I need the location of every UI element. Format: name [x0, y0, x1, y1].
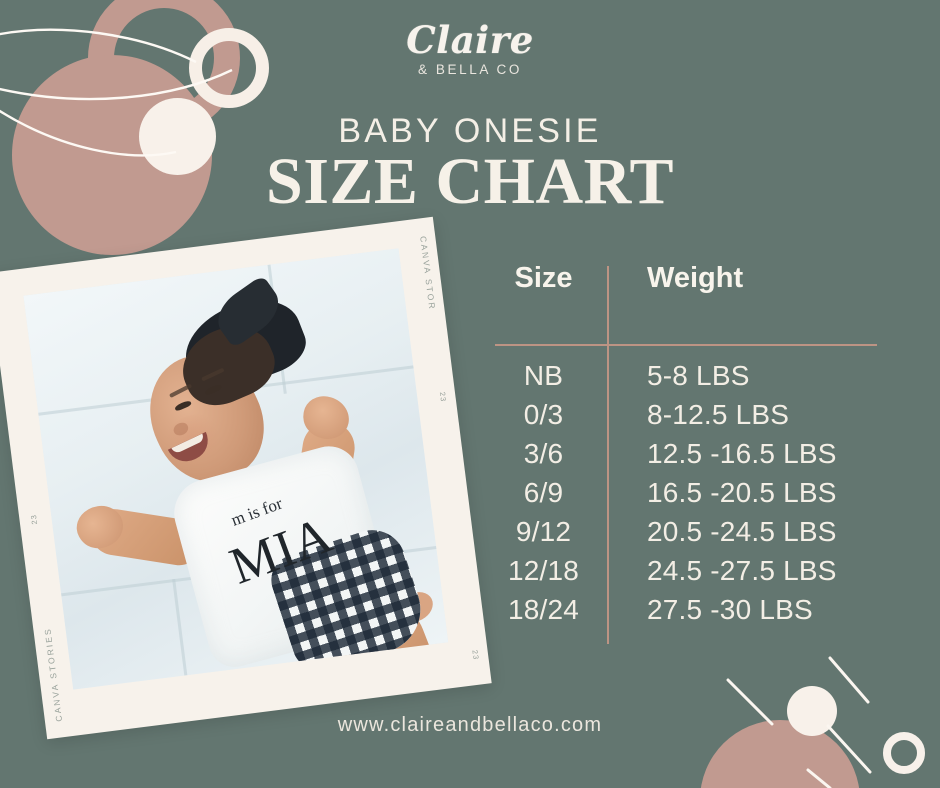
- column-header-weight: Weight: [647, 262, 744, 294]
- table-row: 18/24 27.5 -30 LBS: [480, 594, 900, 633]
- table-row: NB 5-8 LBS: [480, 360, 900, 399]
- cell-weight: 24.5 -27.5 LBS: [647, 555, 837, 586]
- column-header-size: Size: [514, 262, 573, 294]
- cell-weight: 5-8 LBS: [647, 360, 750, 391]
- website-url: www.claireandbellaco.com: [337, 714, 603, 736]
- cell-size: 18/24: [507, 594, 580, 625]
- baby-photo-image: m is for MIA: [23, 248, 449, 690]
- table-header-row: Size Weight: [480, 262, 900, 295]
- table-horizontal-divider: [495, 344, 877, 346]
- cell-weight: 8-12.5 LBS: [647, 399, 790, 430]
- table-row: 0/3 8-12.5 LBS: [480, 399, 900, 438]
- table-body: NB 5-8 LBS 0/3 8-12.5 LBS 3/6 12.5 -16.5 LBS 6…: [480, 360, 900, 633]
- decor-diagonal-lines-bottom-right: [726, 656, 872, 788]
- brand-logo: Claire & BELLA CO: [0, 18, 940, 78]
- cell-weight: 27.5 -30 LBS: [647, 594, 813, 625]
- frame-label-bottom-left: CANVA STORIES: [42, 626, 65, 723]
- page-title: SIZE CHART: [266, 145, 674, 218]
- brand-sub-name: & BELLA CO: [417, 62, 523, 77]
- baby-photo-frame: CANVA STOR CANVA STORIES 23 23 23: [0, 216, 492, 740]
- frame-mark-right-lower: 23: [470, 649, 481, 661]
- cell-size: NB: [523, 360, 564, 391]
- cell-size: 6/9: [523, 477, 564, 508]
- table-vertical-divider: [607, 266, 609, 644]
- cell-weight: 16.5 -20.5 LBS: [647, 477, 837, 508]
- size-chart-table: Size Weight NB 5-8 LBS 0/3 8-12.5 LBS 3/6 12.…: [480, 258, 900, 648]
- cell-size: 3/6: [523, 438, 564, 469]
- cell-weight: 12.5 -16.5 LBS: [647, 438, 837, 469]
- decor-cream-ring-bottom-right: [883, 732, 925, 774]
- cell-weight: 20.5 -24.5 LBS: [647, 516, 837, 547]
- frame-label-top-right: CANVA STOR: [418, 235, 438, 312]
- frame-mark-right: 23: [437, 391, 449, 403]
- table-row: 9/12 20.5 -24.5 LBS: [480, 516, 900, 555]
- cell-size: 12/18: [507, 555, 580, 586]
- frame-mark-left: 23: [28, 513, 40, 526]
- table-row: 12/18 24.5 -27.5 LBS: [480, 555, 900, 594]
- cell-size: 9/12: [515, 516, 572, 547]
- table-row: 6/9 16.5 -20.5 LBS: [480, 477, 900, 516]
- table-row: 3/6 12.5 -16.5 LBS: [480, 438, 900, 477]
- cell-size: 0/3: [523, 399, 564, 430]
- brand-script-name: Claire: [406, 18, 534, 62]
- page-eyebrow: BABY ONESIE: [338, 112, 602, 150]
